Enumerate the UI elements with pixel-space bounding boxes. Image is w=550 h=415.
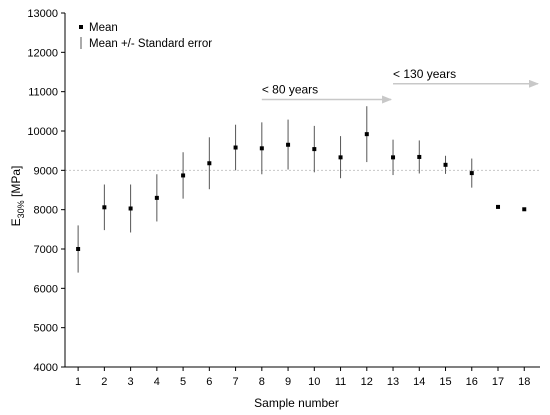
- legend-marker-mean: [79, 25, 83, 29]
- x-tick-label: 11: [335, 376, 346, 388]
- x-tick-label: 6: [206, 376, 212, 388]
- y-axis-title-unit: [MPa]: [9, 166, 23, 201]
- y-tick-label: 8000: [34, 205, 58, 217]
- x-tick-label: 9: [285, 376, 291, 388]
- y-axis-title-main: E: [9, 218, 23, 226]
- mean-marker: [496, 204, 501, 209]
- y-tick-label: 11000: [28, 87, 58, 99]
- mean-marker: [417, 154, 422, 159]
- x-tick-label: 7: [233, 376, 239, 388]
- mean-marker: [391, 155, 396, 160]
- y-axis-title-subscript: 30%: [16, 200, 26, 218]
- y-tick-label: 12000: [27, 47, 58, 59]
- x-tick-label: 2: [101, 376, 107, 388]
- annotation-label: < 80 years: [262, 83, 318, 97]
- mean-marker: [233, 145, 238, 150]
- mean-marker: [312, 147, 317, 152]
- legend-label-mean: Mean: [89, 22, 118, 34]
- mean-marker: [154, 195, 159, 200]
- x-axis-title: Sample number: [254, 396, 339, 410]
- x-tick-label: 13: [387, 376, 399, 388]
- y-tick-label: 4000: [34, 362, 58, 374]
- y-tick-label: 9000: [34, 165, 58, 177]
- mean-marker: [76, 247, 81, 251]
- y-tick-label: 13000: [27, 8, 58, 20]
- x-tick-label: 12: [361, 376, 373, 388]
- data-layer: [76, 106, 527, 273]
- mean-marker: [522, 207, 527, 212]
- axes-layer: 4000 5000 6000 7000 8000 9000 10000 11000 12000 1…: [9, 8, 540, 410]
- y-tick-label: 5000: [34, 323, 58, 335]
- y-tick-label: 10000: [27, 126, 58, 138]
- mean-marker: [207, 161, 212, 166]
- x-tick-label: 3: [128, 376, 134, 388]
- x-tick-label: 10: [308, 376, 320, 388]
- mean-marker: [128, 206, 133, 211]
- mean-marker: [338, 155, 343, 160]
- y-tick-label: 6000: [34, 283, 58, 295]
- mean-marker: [286, 142, 291, 147]
- legend-layer: Mean Mean +/- Standard error: [79, 22, 212, 50]
- x-tick-label: 5: [180, 376, 186, 388]
- x-tick-label: 16: [466, 376, 478, 388]
- mean-marker: [259, 146, 264, 151]
- x-tick-label: 4: [154, 376, 160, 388]
- x-tick-label: 14: [413, 376, 425, 388]
- x-tick-label: 18: [518, 376, 530, 388]
- legend-label-error: Mean +/- Standard error: [89, 38, 212, 50]
- x-tick-label: 8: [259, 376, 265, 388]
- x-tick-label: 1: [75, 376, 81, 388]
- mean-marker: [181, 173, 186, 178]
- x-tick-label: 15: [439, 376, 451, 388]
- x-tick-label: 17: [492, 376, 504, 388]
- mean-marker: [102, 205, 107, 210]
- mean-marker: [469, 171, 474, 176]
- y-tick-label: 7000: [34, 244, 58, 256]
- y-axis-title: E30% [MPa]: [9, 166, 26, 227]
- annotation-layer: < 80 years < 130 years: [261, 67, 539, 104]
- mean-marker: [364, 132, 369, 137]
- mean-marker: [443, 162, 448, 167]
- annotation-label: < 130 years: [393, 67, 456, 81]
